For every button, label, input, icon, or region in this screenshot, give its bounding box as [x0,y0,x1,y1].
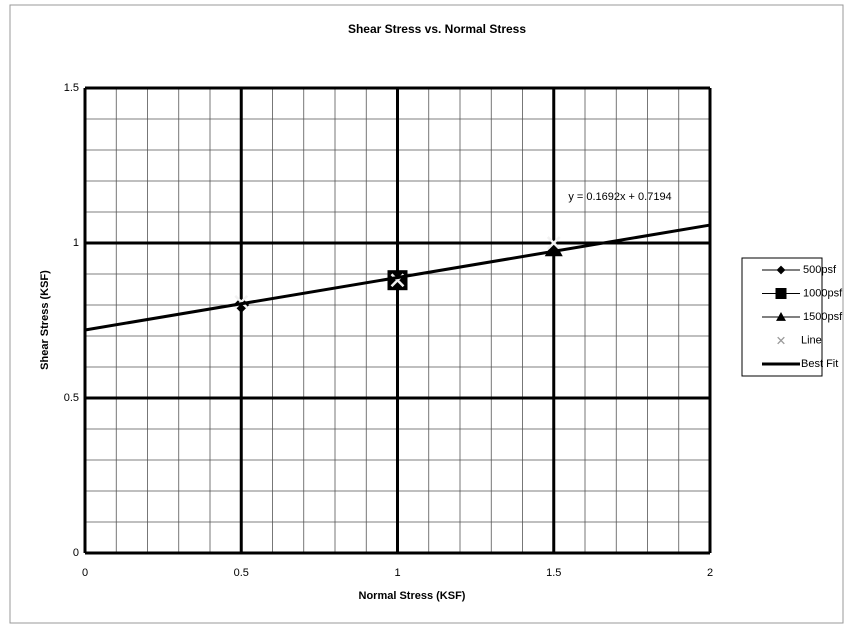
x-tick-label: 0.5 [234,567,249,579]
y-tick-label: 0 [73,547,79,559]
legend-label: 1500psf [803,311,843,323]
chart-border [9,4,844,624]
x-tick-label: 0 [82,567,88,579]
x-tick-label: 1.5 [546,567,561,579]
legend-marker [776,312,786,321]
y-tick-label: 1 [73,237,79,249]
x-tick-label: 2 [707,567,713,579]
legend-marker [775,288,787,299]
legend-label: 1000psf [803,287,843,299]
legend-marker [777,336,785,345]
x-axis-label: Normal Stress (KSF) [359,590,466,602]
x-tick-label: 1 [394,567,400,579]
legend-label: Best Fit [801,358,838,370]
chart-title: Shear Stress vs. Normal Stress [348,22,526,36]
trend-line [84,223,711,332]
legend-label: 500psf [803,264,837,276]
trend-equation: y = 0.1692x + 0.7194 [568,191,671,203]
legend-marker [776,265,786,275]
y-tick-label: 0.5 [64,392,79,404]
y-axis-label: Shear Stress (KSF) [39,270,51,370]
legend-label: Line [801,334,822,346]
legend: 500psf 1000psf 1500psf Line Best Fit [762,264,843,370]
point [546,236,561,250]
y-tick-label: 1.5 [64,82,79,94]
